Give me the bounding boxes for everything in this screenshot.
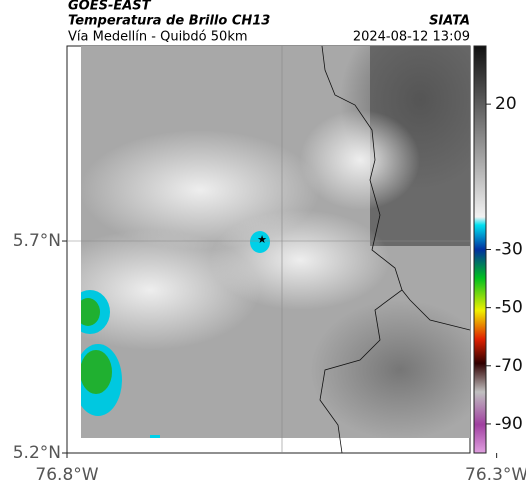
- colorbar-tick-label: -50: [495, 298, 523, 318]
- x-tick-label: 76.3°W: [465, 465, 526, 485]
- colorbar: [473, 45, 487, 454]
- location-marker: ★: [257, 233, 267, 246]
- satellite-image: [81, 46, 470, 438]
- x-tick-label: 76.8°W: [35, 465, 98, 485]
- timestamp: 2024-08-12 13:09: [353, 30, 470, 45]
- colorbar-tick-label: -30: [495, 240, 523, 260]
- colorbar-tick-label: 20: [495, 94, 517, 114]
- border-line: [401, 289, 471, 331]
- y-tick-label: 5.2°N: [13, 443, 61, 463]
- caption: Vía Medellín - Quibdó 50km: [68, 30, 248, 45]
- border-line: [319, 45, 403, 454]
- colorbar-tick-label: -90: [495, 414, 523, 434]
- subtitle: Temperatura de Brillo CH13: [68, 14, 270, 29]
- title: GOES-EAST: [68, 0, 152, 14]
- colorbar-tick-label: -70: [495, 356, 523, 376]
- y-tick-label: 5.7°N: [13, 231, 61, 251]
- source: SIATA: [429, 14, 470, 29]
